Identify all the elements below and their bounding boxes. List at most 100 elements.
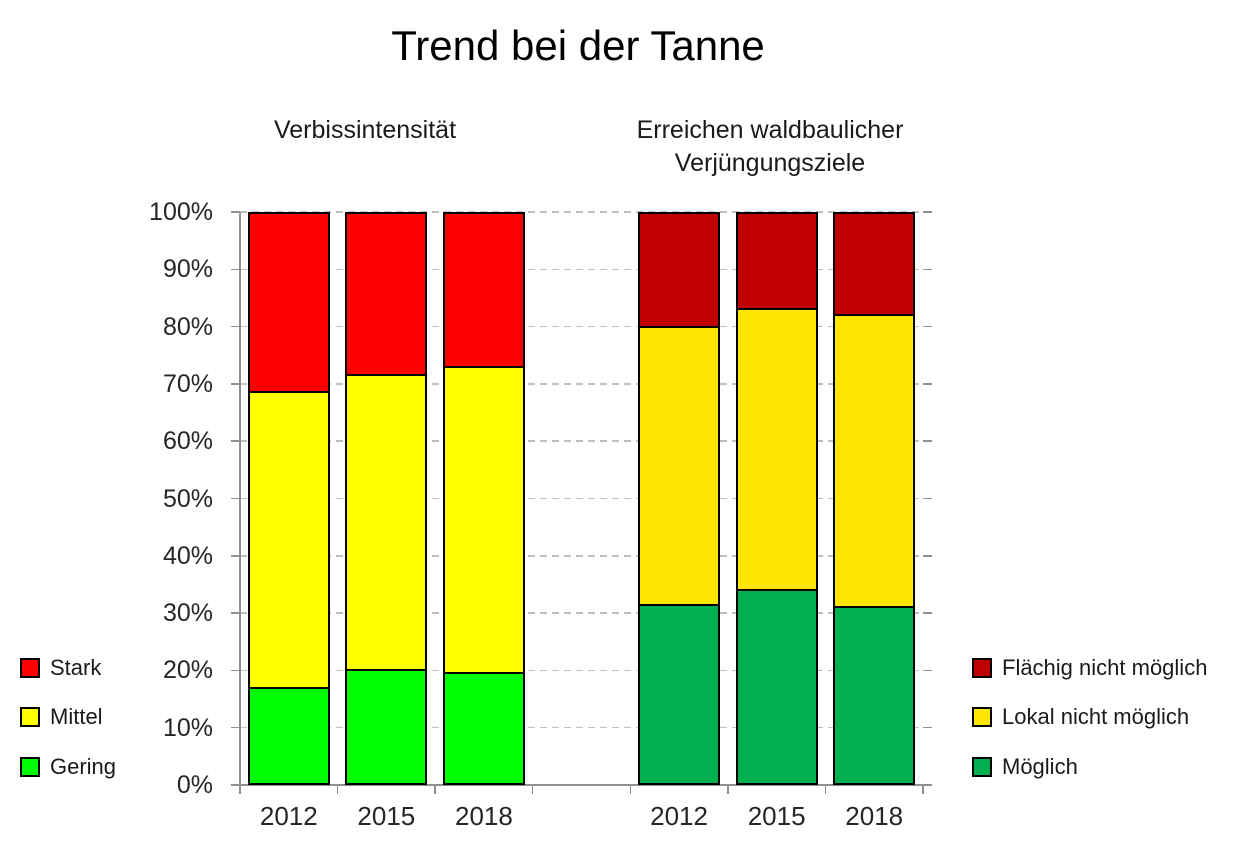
right-axis-tick xyxy=(923,726,932,729)
legend-label: Lokal nicht möglich xyxy=(1002,704,1190,730)
bar-segment-erreichen-waldbaulicher-2012-flächig-nicht-möglich xyxy=(638,212,721,327)
y-axis-label: 20% xyxy=(162,656,213,685)
legend-item: Stark xyxy=(20,656,101,680)
bar-outline xyxy=(247,212,330,785)
bar-segment-verbissintensität-2018-gering xyxy=(442,673,525,785)
right-axis-tick xyxy=(923,211,932,213)
x-axis-tick xyxy=(629,785,632,794)
bar-segment-erreichen-waldbaulicher-2012-möglich xyxy=(638,604,721,785)
x-axis-label: 2015 xyxy=(747,801,806,831)
legend-item: Mittel xyxy=(20,705,103,729)
y-axis-label: 40% xyxy=(162,541,213,570)
x-axis-tick xyxy=(824,785,827,794)
x-axis-label: 2015 xyxy=(357,801,416,831)
gridline-90 xyxy=(240,268,923,271)
y-axis-tick xyxy=(231,555,240,557)
legend-label: Gering xyxy=(50,753,117,779)
legend-item: Möglich xyxy=(972,753,1078,779)
right-axis-tick xyxy=(923,325,932,328)
y-axis-label: 60% xyxy=(162,427,213,456)
x-axis-label: 2012 xyxy=(259,801,318,831)
bar-segment-divider xyxy=(442,672,525,675)
legend-item: Gering xyxy=(20,753,117,779)
y-axis-label: 100% xyxy=(149,198,213,226)
legend-swatch xyxy=(20,658,40,678)
bar-segment-divider xyxy=(345,669,428,672)
legend-swatch xyxy=(20,756,40,777)
legend-item: Flächig nicht möglich xyxy=(972,656,1207,680)
bar-segment-erreichen-waldbaulicher-2018-möglich xyxy=(833,607,916,785)
gridline-60 xyxy=(240,440,923,442)
group-subtitle: Verjüngungsziele xyxy=(674,149,866,177)
x-axis-tick xyxy=(922,785,924,794)
bar-segment-erreichen-waldbaulicher-2015-lokal-nicht-möglich xyxy=(735,309,818,591)
y-axis-label: 70% xyxy=(162,369,213,398)
y-axis-tick xyxy=(231,211,240,213)
bar-segment-divider xyxy=(833,606,916,609)
bar-segment-divider xyxy=(247,391,330,394)
x-axis-tick xyxy=(239,785,241,794)
right-axis-tick xyxy=(923,555,932,557)
y-axis-label: 0% xyxy=(176,771,213,799)
bar-outline xyxy=(442,212,525,785)
bar-outline xyxy=(638,212,721,785)
y-axis-label: 10% xyxy=(162,713,213,742)
right-axis-tick xyxy=(923,268,932,271)
y-axis-tick xyxy=(231,669,240,672)
bar-segment-divider xyxy=(247,686,330,689)
bar-segment-erreichen-waldbaulicher-2018-flächig-nicht-möglich xyxy=(833,212,916,316)
bar-segment-verbissintensität-2015-gering xyxy=(345,670,428,785)
gridline-30 xyxy=(240,612,923,614)
gridline-40 xyxy=(240,555,923,557)
bar-segment-divider xyxy=(442,365,525,368)
legend-swatch xyxy=(20,707,40,728)
x-axis-line xyxy=(240,784,924,786)
y-axis-label: 90% xyxy=(162,255,213,284)
legend-label: Flächig nicht möglich xyxy=(1002,655,1208,680)
bar-outline xyxy=(735,212,818,785)
bar-segment-divider xyxy=(638,325,721,328)
chart-title: Trend bei der Tanne xyxy=(391,22,765,69)
bar-segment-erreichen-waldbaulicher-2015-möglich xyxy=(735,590,818,785)
y-axis-tick xyxy=(231,497,240,500)
x-axis-tick xyxy=(727,785,729,794)
right-axis-tick xyxy=(923,612,932,614)
bar-segment-divider xyxy=(735,589,818,592)
bar-outline xyxy=(345,212,428,785)
x-axis-label: 2018 xyxy=(455,801,513,831)
x-axis-label: 2012 xyxy=(650,801,708,831)
legend-label: Mittel xyxy=(50,704,103,730)
gridline-70 xyxy=(240,383,923,385)
group-subtitle: Verbissintensität xyxy=(273,116,457,144)
gridline-10 xyxy=(240,726,923,729)
y-axis-label: 50% xyxy=(162,484,213,513)
bar-segment-verbissintensität-2012-stark xyxy=(247,212,330,393)
bar-segment-verbissintensität-2015-mittel xyxy=(345,375,428,671)
gridline-20 xyxy=(240,669,923,672)
y-axis-tick xyxy=(231,325,240,328)
legend-label: Stark xyxy=(50,655,102,680)
bar-segment-verbissintensität-2012-mittel xyxy=(247,392,330,688)
y-axis-label: 30% xyxy=(162,599,213,628)
group-subtitle: Erreichen waldbaulicher xyxy=(636,116,904,144)
bar-segment-divider xyxy=(735,308,818,311)
x-axis-tick xyxy=(434,785,436,794)
bar-segment-divider xyxy=(833,314,916,317)
legend-swatch xyxy=(972,707,992,728)
bar-outline xyxy=(833,212,916,785)
legend-label: Möglich xyxy=(1002,753,1078,779)
bar-segment-verbissintensität-2015-stark xyxy=(345,212,428,376)
y-axis-tick xyxy=(231,383,240,385)
gridline-50 xyxy=(240,497,923,500)
right-axis-tick xyxy=(923,440,932,442)
bar-segment-erreichen-waldbaulicher-2018-lokal-nicht-möglich xyxy=(833,315,916,608)
bar-segment-divider xyxy=(345,374,428,377)
legend-swatch xyxy=(972,756,992,777)
legend-item: Lokal nicht möglich xyxy=(972,705,1189,729)
y-axis-tick xyxy=(231,440,240,442)
right-axis-tick xyxy=(923,784,932,786)
right-axis-tick xyxy=(923,497,932,500)
bar-segment-verbissintensität-2012-gering xyxy=(247,687,330,785)
